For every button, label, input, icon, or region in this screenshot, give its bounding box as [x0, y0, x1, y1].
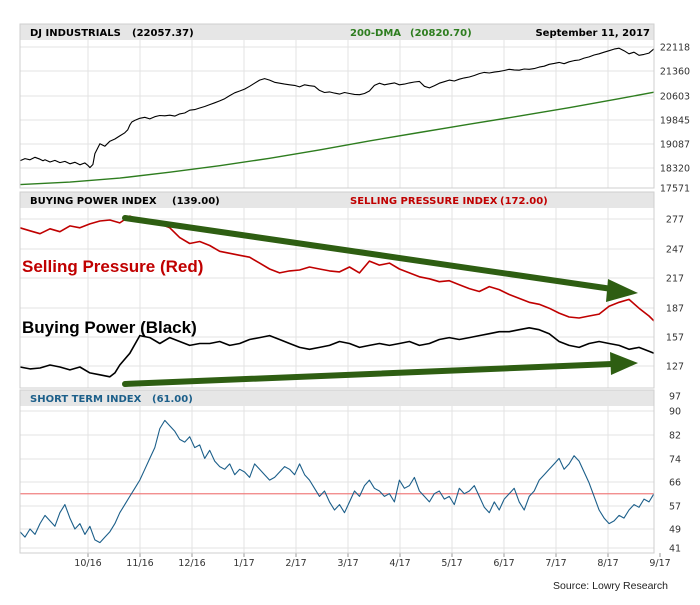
short-xticks: 10/16 11/16 12/16 1/17 2/17 3/17 4/17 5/17 6/17 7…: [74, 553, 671, 569]
xtick-label: 12/16: [178, 558, 205, 569]
power-panel-frame: [19, 191, 655, 389]
ytick-label: 90: [669, 407, 681, 418]
ytick-label: 22118: [660, 43, 690, 54]
dj-header-band: [20, 24, 654, 40]
buying-trend-arrow: [122, 352, 638, 387]
ytick-label: 19087: [660, 140, 690, 151]
dma-label: 200-DMA: [350, 28, 401, 39]
ytick-label: 97: [669, 392, 681, 403]
xtick-label: 11/16: [126, 558, 153, 569]
ytick-label: 41: [669, 544, 681, 555]
selling-label: SELLING PRESSURE INDEX: [350, 196, 498, 207]
short-grid: [20, 406, 654, 553]
short-title-value: (61.00): [152, 394, 193, 405]
xtick-label: 8/17: [597, 558, 618, 569]
buying-annotation: Buying Power (Black): [22, 318, 197, 337]
dj-series: [19, 47, 655, 186]
ytick-label: 20603: [660, 92, 690, 103]
dj-date: September 11, 2017: [535, 28, 650, 39]
selling-trend-arrow: [122, 215, 638, 302]
xtick-label: 2/17: [285, 558, 306, 569]
xtick-label: 9/17: [649, 558, 670, 569]
ytick-label: 19845: [660, 116, 690, 127]
dj-title-value: (22057.37): [132, 28, 194, 39]
xtick-label: 1/17: [233, 558, 254, 569]
selling-annotation: Selling Pressure (Red): [22, 257, 203, 276]
ytick-label: 74: [669, 455, 681, 466]
xtick-label: 10/16: [74, 558, 101, 569]
ytick-label: 82: [669, 431, 681, 442]
short-series: [19, 419, 655, 544]
dj-panel-frame: [19, 23, 655, 189]
source-credit: Source: Lowry Research: [553, 580, 668, 592]
short-title: SHORT TERM INDEX: [30, 394, 142, 405]
buying-label: BUYING POWER INDEX: [30, 196, 157, 207]
ytick-label: 49: [669, 525, 681, 536]
ytick-label: 277: [666, 215, 684, 226]
dj-title: DJ INDUSTRIALS: [30, 28, 121, 39]
xtick-label: 4/17: [389, 558, 410, 569]
power-header-band: [20, 192, 654, 208]
dj-grid: [20, 40, 654, 188]
ytick-label: 127: [666, 362, 684, 373]
ytick-label: 187: [666, 304, 684, 315]
series-line-buying-power-index: [19, 326, 655, 378]
ytick-label: 17571: [660, 184, 690, 195]
short-panel-frame: [19, 389, 655, 554]
series-line-200-dma: [19, 91, 655, 186]
xtick-label: 6/17: [493, 558, 514, 569]
dj-yticks: 22118 21360 20603 19845 19087 18320 17571: [660, 43, 690, 195]
xtick-label: 5/17: [441, 558, 462, 569]
buying-value: (139.00): [172, 196, 220, 207]
power-yticks: 277 247 217 187 157 127: [666, 215, 684, 373]
ytick-label: 66: [669, 478, 681, 489]
series-line-short-term-index: [19, 419, 655, 544]
ytick-label: 157: [666, 333, 684, 344]
ytick-label: 217: [666, 274, 684, 285]
selling-value: (172.00): [500, 196, 548, 207]
series-line-dj-industrials: [19, 47, 655, 169]
ytick-label: 21360: [660, 67, 690, 78]
ytick-label: 57: [669, 502, 681, 513]
xtick-label: 3/17: [337, 558, 358, 569]
xtick-label: 7/17: [545, 558, 566, 569]
short-header-band: [20, 390, 654, 406]
dma-value: (20820.70): [410, 28, 472, 39]
ytick-label: 18320: [660, 164, 690, 175]
ytick-label: 247: [666, 245, 684, 256]
short-yticks: 97 90 82 74 66 57 49 41: [669, 392, 681, 555]
